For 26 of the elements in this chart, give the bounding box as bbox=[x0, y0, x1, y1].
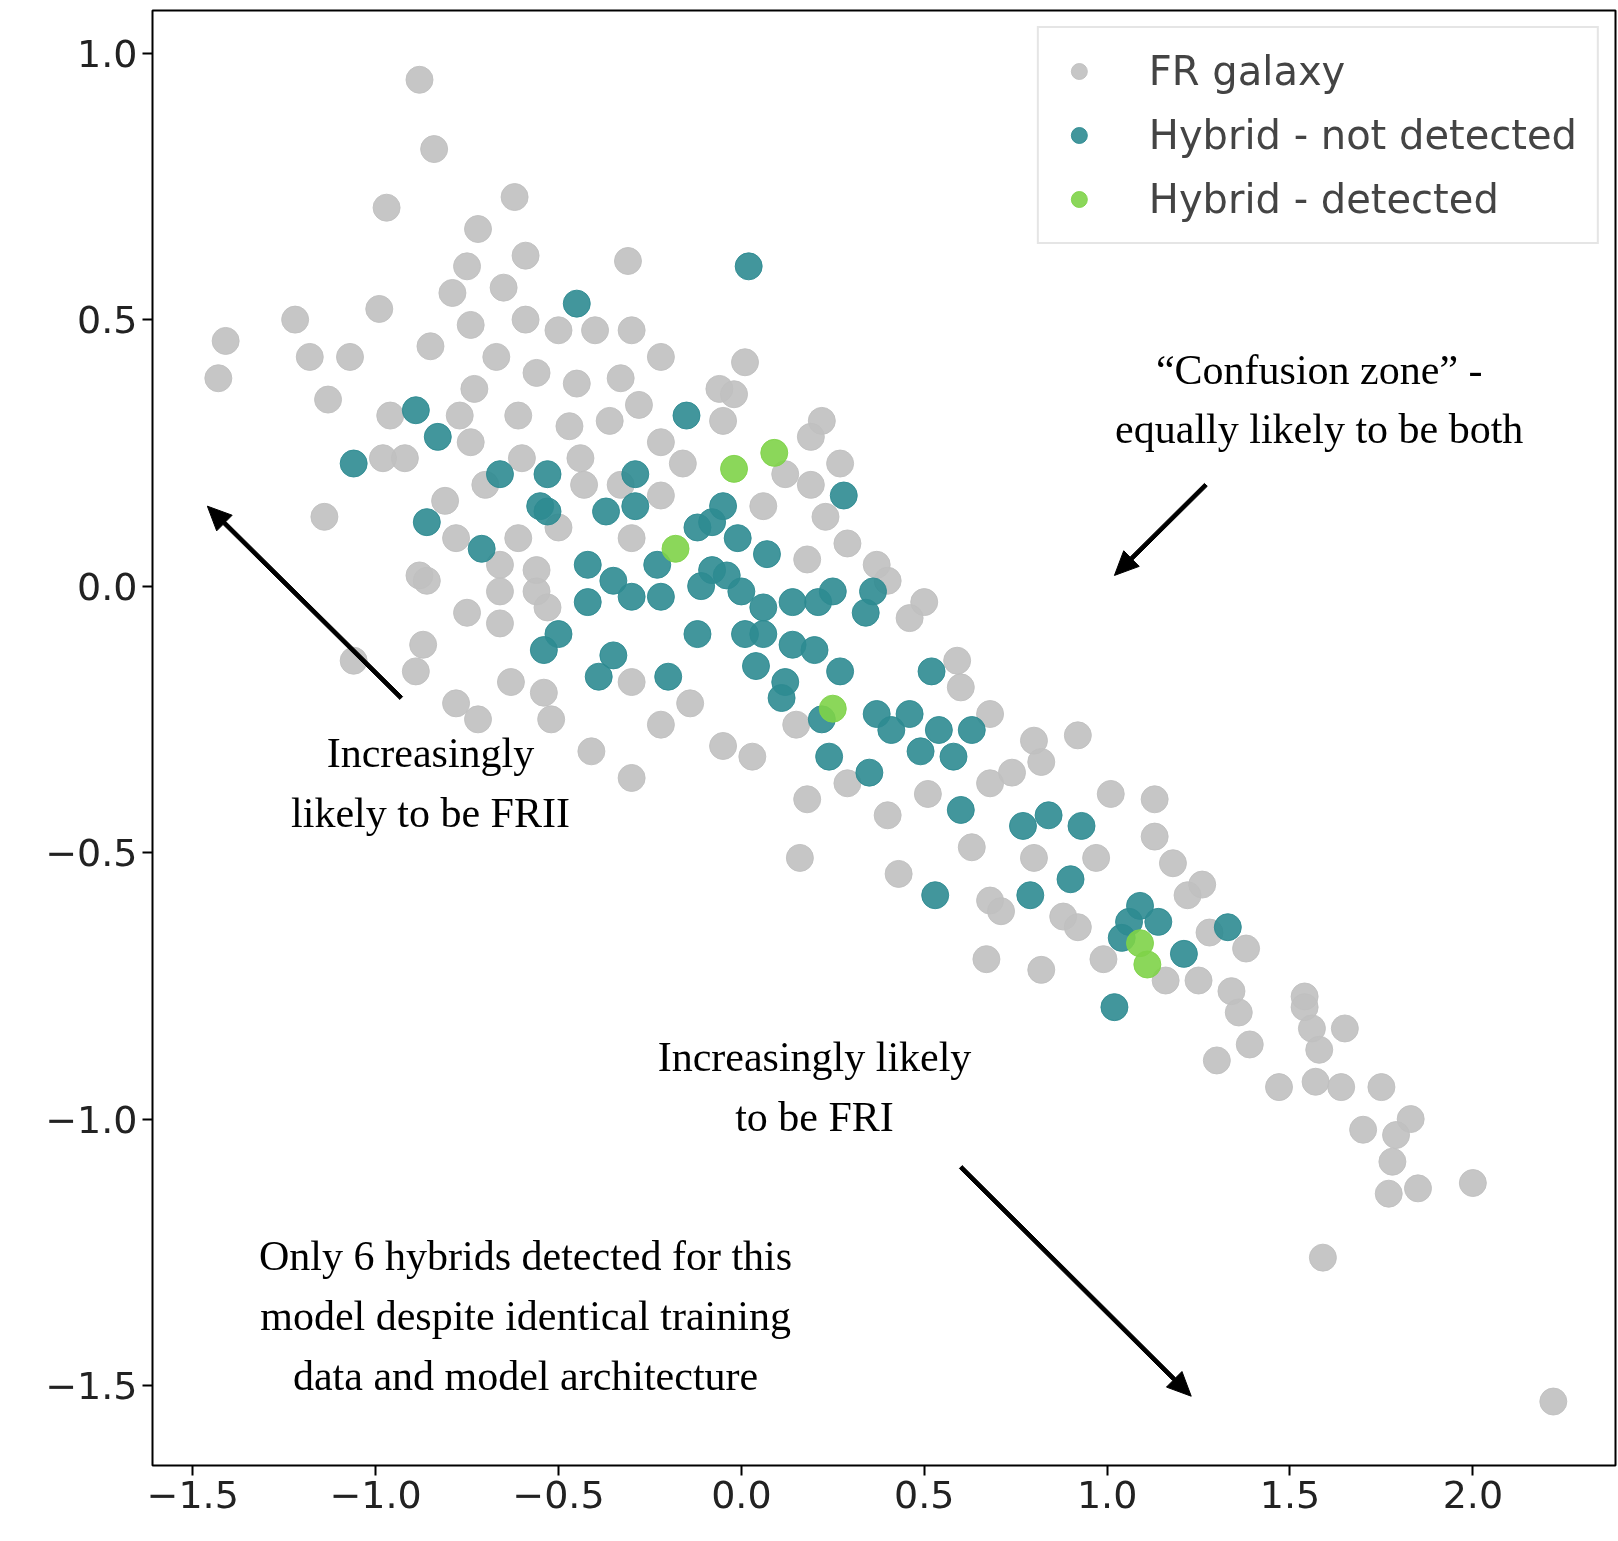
x-tick-label: 0.5 bbox=[894, 1472, 955, 1517]
legend-label: Hybrid - not detected bbox=[1148, 112, 1577, 158]
legend-label: FR galaxy bbox=[1148, 48, 1346, 94]
x-tick-label: 2.0 bbox=[1442, 1472, 1504, 1517]
y-tick-label: −0.5 bbox=[45, 831, 138, 876]
annotation: Only 6 hybrids detected for this model despite identical training data and model architecture bbox=[259, 1233, 793, 1400]
y-tick-label: 0.0 bbox=[77, 564, 138, 609]
point bbox=[818, 694, 847, 723]
y-tick-label: −1.5 bbox=[45, 1364, 138, 1409]
x-tick-label: −1.0 bbox=[329, 1472, 422, 1517]
point bbox=[720, 454, 749, 483]
point bbox=[1133, 950, 1162, 979]
annotation: Increasingly likely to be FRII bbox=[291, 730, 570, 837]
x-tick-label: 1.5 bbox=[1259, 1472, 1321, 1517]
y-tick-label: 0.5 bbox=[77, 298, 138, 343]
x-tick-label: −0.5 bbox=[512, 1472, 605, 1517]
annotation: Increasingly likely to be FRI bbox=[657, 1034, 972, 1140]
y-tick-label: −1.0 bbox=[45, 1097, 138, 1142]
x-tick-label: −1.5 bbox=[146, 1472, 239, 1517]
y-tick-label: 1.0 bbox=[77, 31, 138, 76]
legend-label: Hybrid - detected bbox=[1148, 176, 1499, 222]
x-tick-label: 1.0 bbox=[1076, 1472, 1138, 1517]
annotation: “Confusion zone” - equally likely to be both bbox=[1115, 346, 1524, 453]
point bbox=[661, 534, 690, 563]
x-tick-label: 0.0 bbox=[711, 1472, 772, 1517]
point bbox=[760, 438, 789, 467]
